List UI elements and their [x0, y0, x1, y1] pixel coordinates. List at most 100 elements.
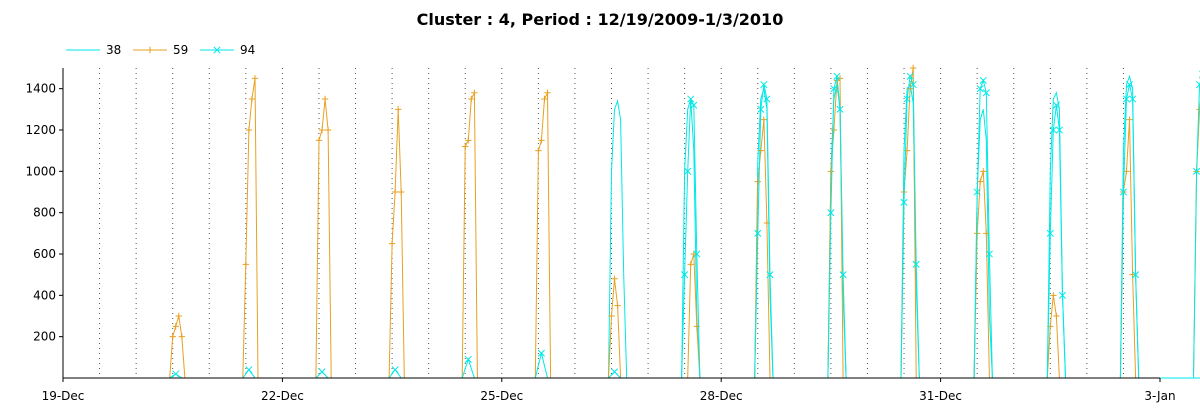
- x-tick-label: 31-Dec: [919, 389, 962, 403]
- data-point-plus: [827, 168, 835, 175]
- data-point-plus: [462, 143, 469, 150]
- data-point-x: [1193, 167, 1200, 175]
- data-point-x: [687, 95, 695, 103]
- data-point-x: [836, 105, 844, 113]
- chart-title: Cluster : 4, Period : 12/19/2009-1/3/201…: [416, 10, 784, 29]
- data-point-x: [909, 80, 917, 89]
- x-tick-label: 25-Dec: [480, 389, 523, 403]
- data-point-x: [172, 370, 180, 378]
- data-point-plus: [391, 188, 399, 196]
- data-point-plus: [248, 95, 256, 103]
- data-point-x: [318, 368, 326, 376]
- data-point-plus: [760, 116, 768, 123]
- y-tick-label: 1000: [25, 164, 56, 178]
- data-point-x: [830, 85, 838, 93]
- data-point-plus: [757, 147, 765, 154]
- data-point-plus: [1129, 271, 1136, 278]
- data-point-plus: [611, 275, 618, 282]
- data-point-plus: [1126, 116, 1133, 123]
- data-point-plus: [465, 137, 472, 144]
- data-point-x: [391, 366, 399, 374]
- data-point-x: [537, 349, 545, 357]
- series-94: [63, 70, 1200, 379]
- axes: 200 400 600 800 1000 1200 1400 19-Dec 22-Dec 25-D…: [25, 68, 1176, 403]
- x-tick-label: 3-Jan: [1144, 389, 1175, 403]
- series-line: [63, 76, 1200, 379]
- data-point-plus: [1053, 312, 1060, 320]
- data-point-plus: [541, 95, 548, 103]
- data-point-plus: [169, 333, 176, 340]
- series-layer: [63, 64, 1200, 379]
- data-point-plus: [324, 126, 332, 134]
- data-point-x: [693, 250, 701, 258]
- y-tick-label: 600: [33, 247, 56, 261]
- data-point-plus: [836, 75, 844, 82]
- data-point-plus: [903, 147, 911, 154]
- data-point-plus: [146, 46, 154, 54]
- data-point-x: [982, 89, 990, 97]
- data-point-plus: [977, 178, 984, 185]
- data-point-plus: [398, 188, 405, 196]
- legend-item-59: 59: [133, 43, 188, 57]
- data-point-plus: [468, 95, 475, 103]
- data-point-x: [833, 72, 841, 80]
- x-tick-label: 22-Dec: [261, 389, 304, 403]
- data-point-x: [903, 95, 911, 103]
- data-point-plus: [535, 147, 542, 154]
- y-tick-label: 1400: [25, 82, 56, 96]
- y-tick-label: 1200: [25, 123, 56, 137]
- data-point-x: [763, 95, 771, 103]
- data-point-plus: [471, 89, 478, 96]
- data-point-x: [1122, 95, 1131, 103]
- data-point-plus: [830, 126, 838, 134]
- data-point-plus: [318, 126, 326, 134]
- data-point-x: [213, 46, 221, 54]
- data-point-x: [760, 80, 768, 89]
- data-point-plus: [321, 95, 329, 103]
- legend-item-94: 94: [200, 43, 255, 57]
- data-point-x: [976, 85, 984, 93]
- series-59: [63, 64, 1200, 379]
- data-point-plus: [178, 333, 186, 340]
- data-point-x: [757, 105, 765, 113]
- data-point-x: [684, 167, 692, 175]
- data-point-x: [973, 188, 981, 196]
- data-point-plus: [538, 137, 545, 144]
- data-point-plus: [1050, 292, 1057, 299]
- series-line: [63, 67, 1200, 379]
- data-point-x: [1052, 101, 1060, 109]
- data-point-plus: [388, 240, 396, 247]
- x-tick-label: 28-Dec: [700, 389, 743, 403]
- grid: [99, 68, 1124, 378]
- data-point-x: [690, 101, 698, 109]
- x-tick-label: 19-Dec: [42, 389, 85, 403]
- data-point-x: [827, 209, 835, 217]
- data-point-x: [1119, 188, 1127, 196]
- data-point-x: [766, 271, 774, 279]
- legend-item-38: 38: [66, 43, 121, 57]
- data-point-plus: [544, 89, 551, 96]
- y-tick-label: 400: [33, 288, 56, 302]
- data-point-x: [979, 76, 987, 84]
- data-point-x: [1125, 80, 1134, 89]
- y-tick-label: 800: [33, 206, 56, 220]
- legend-label: 94: [240, 43, 255, 57]
- data-point-plus: [394, 106, 402, 113]
- series-38: [63, 74, 1160, 379]
- data-point-plus: [608, 312, 615, 320]
- y-tick-label: 200: [33, 330, 56, 344]
- data-point-plus: [251, 75, 259, 82]
- data-point-x: [1046, 229, 1054, 237]
- legend-label: 59: [173, 43, 188, 57]
- data-point-x: [245, 366, 253, 374]
- data-point-x: [464, 355, 472, 363]
- data-point-plus: [973, 230, 981, 237]
- data-point-x: [906, 72, 914, 80]
- data-point-plus: [315, 137, 323, 144]
- data-point-x: [1058, 291, 1067, 299]
- data-point-plus: [690, 250, 697, 258]
- data-point-plus: [909, 64, 917, 72]
- data-point-x: [1049, 126, 1057, 134]
- data-point-x: [1132, 271, 1140, 279]
